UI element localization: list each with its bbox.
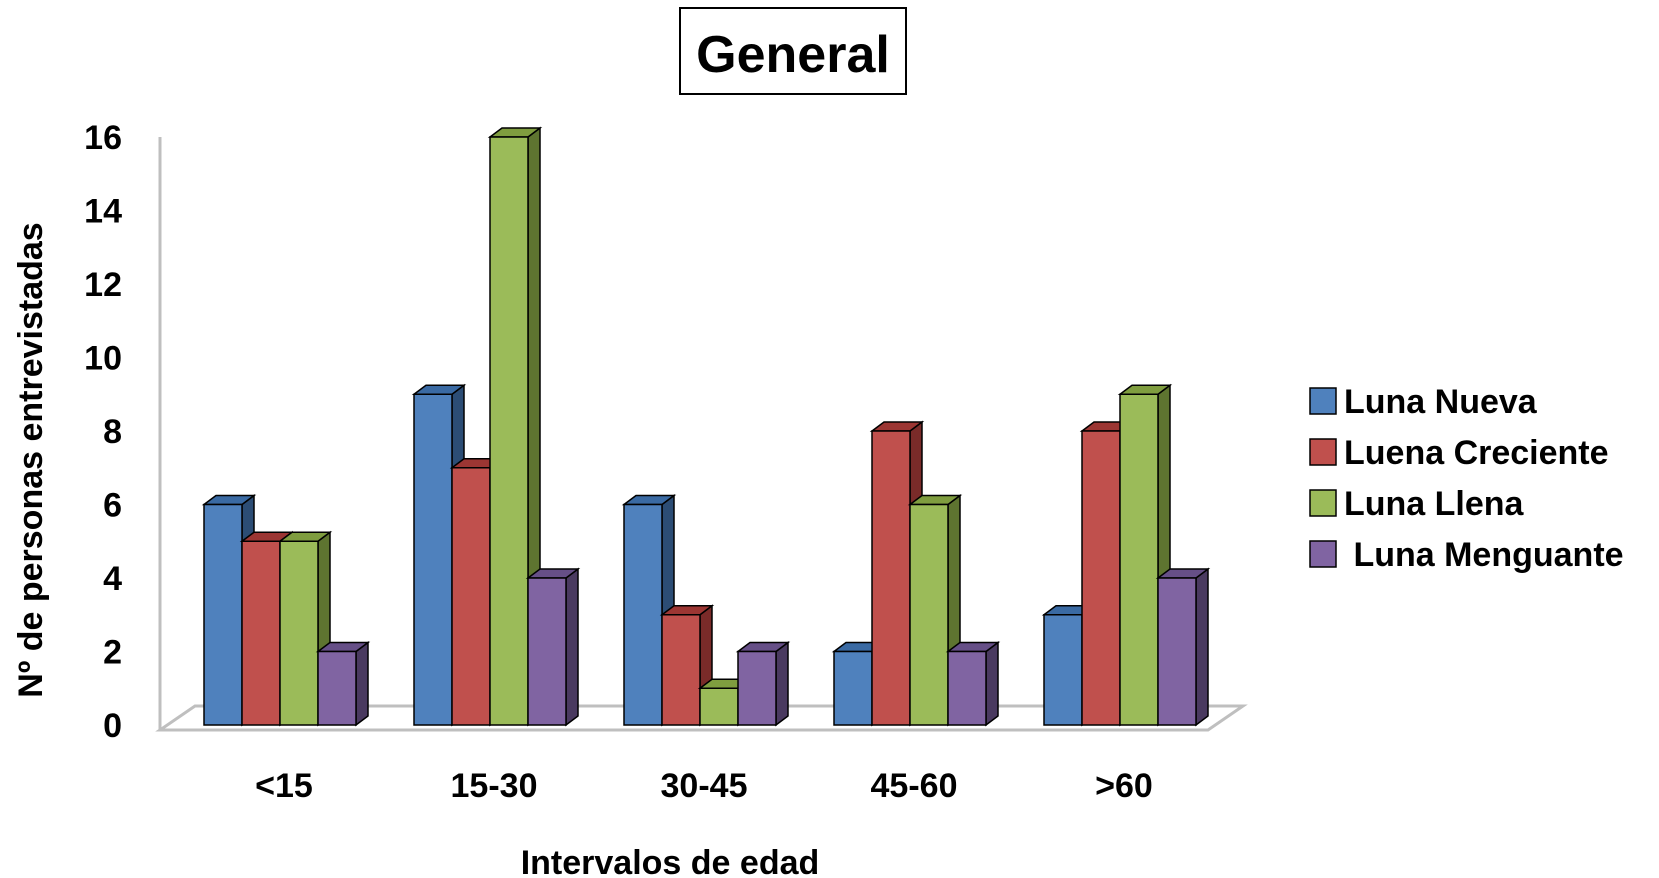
bar-front	[737, 650, 777, 726]
y-tick-label: 8	[103, 413, 122, 451]
bars	[201, 126, 1211, 727]
x-tick-label: 30-45	[661, 767, 748, 805]
x-tick-labels: <15 15-30 30-45 45-60 >60	[255, 767, 1153, 805]
bar-front	[203, 503, 243, 726]
legend-item: Luna Menguante	[1309, 536, 1624, 574]
legend-label: Luna Nueva	[1344, 383, 1538, 421]
legend-item: Luena Creciente	[1309, 434, 1609, 472]
legend-swatch	[1309, 438, 1337, 466]
bar-front	[527, 577, 567, 726]
legend-item: Luna Llena	[1309, 485, 1525, 523]
legend-swatch	[1309, 489, 1337, 517]
bar-front	[1119, 393, 1159, 726]
bar-side	[565, 567, 579, 727]
x-tick-label: <15	[255, 767, 313, 805]
bar-front	[1081, 430, 1121, 726]
bar-front	[623, 503, 663, 726]
y-axis-label: Nº de personas entrevistadas	[12, 222, 50, 697]
bar-front	[451, 467, 491, 726]
legend: Luna Nueva Luena Creciente Luna Llena Luna…	[1309, 383, 1624, 574]
bar	[1155, 567, 1211, 727]
bar-front	[1043, 614, 1083, 726]
bar-front	[947, 650, 987, 726]
x-axis-label: Intervalos de edad	[521, 844, 820, 878]
bar-front	[279, 540, 319, 726]
bar-front	[909, 503, 949, 726]
x-tick-label: 15-30	[451, 767, 538, 805]
legend-label: Luna Menguante	[1344, 536, 1624, 574]
bar-front	[661, 614, 701, 726]
bar	[945, 641, 1001, 727]
y-tick-label: 2	[103, 634, 122, 672]
x-tick-label: 45-60	[871, 767, 958, 805]
bar-front	[871, 430, 911, 726]
bar-side	[985, 641, 999, 727]
legend-label: Luena Creciente	[1344, 434, 1609, 472]
bar-front	[317, 650, 357, 726]
bar	[735, 641, 791, 727]
bar	[525, 567, 581, 727]
y-tick-label: 6	[103, 487, 122, 525]
chart-title: General	[679, 7, 907, 95]
legend-swatch	[1309, 540, 1337, 568]
y-tick-label: 0	[103, 707, 122, 745]
bar-front	[413, 393, 453, 726]
y-tick-label: 14	[84, 193, 122, 231]
y-tick-label: 12	[84, 266, 122, 304]
bar	[1117, 383, 1173, 727]
bar-front	[241, 540, 281, 726]
bar-side	[1195, 567, 1209, 727]
y-tick-labels: 0 2 4 6 8 10 12 14 16	[84, 119, 122, 745]
bar-front	[489, 136, 529, 726]
bar-side	[775, 641, 789, 727]
y-tick-label: 10	[84, 340, 122, 378]
x-tick-label: >60	[1095, 767, 1153, 805]
y-tick-label: 16	[84, 119, 122, 157]
legend-item: Luna Nueva	[1309, 383, 1538, 421]
bar	[315, 641, 371, 727]
bar-side	[355, 641, 369, 727]
chart-title-box	[679, 7, 907, 95]
legend-swatch	[1309, 387, 1337, 415]
bar-front	[1157, 577, 1197, 726]
bar-front	[699, 687, 739, 726]
legend-label: Luna Llena	[1344, 485, 1525, 523]
y-tick-label: 4	[103, 560, 122, 598]
chart-title-text: General	[696, 26, 890, 84]
bar-front	[833, 650, 873, 726]
